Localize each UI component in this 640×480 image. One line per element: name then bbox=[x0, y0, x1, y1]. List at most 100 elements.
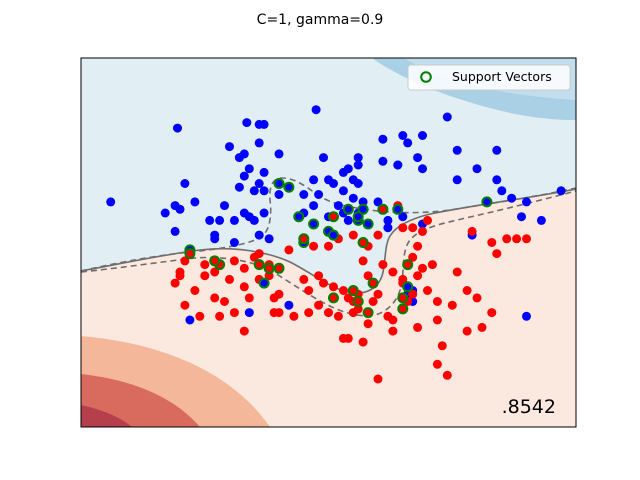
red-point bbox=[408, 252, 418, 262]
plot-frame bbox=[80, 57, 577, 428]
red-support-vector-point bbox=[328, 211, 339, 223]
blue-point bbox=[254, 119, 264, 129]
red-support-vector-point bbox=[273, 262, 285, 274]
red-point bbox=[398, 223, 408, 233]
red-point bbox=[447, 300, 457, 310]
blue-support-vector-point bbox=[293, 211, 305, 223]
plot-area bbox=[81, 58, 576, 427]
blue-point bbox=[556, 186, 566, 196]
blue-point bbox=[319, 153, 328, 163]
red-support-vector-point bbox=[352, 296, 364, 307]
red-point bbox=[368, 297, 378, 306]
blue-point bbox=[254, 179, 264, 188]
blue-point bbox=[343, 215, 353, 225]
red-point bbox=[324, 241, 333, 251]
blue-point bbox=[309, 201, 319, 211]
red-point bbox=[200, 271, 210, 281]
red-support-vector-point bbox=[209, 255, 221, 267]
red-support-vector-point bbox=[362, 307, 374, 319]
red-support-vector-point bbox=[367, 277, 379, 289]
blue-point bbox=[225, 142, 234, 152]
blue-point bbox=[497, 186, 507, 196]
blue-point bbox=[234, 182, 244, 192]
red-point bbox=[432, 315, 442, 325]
blue-support-vector-point bbox=[352, 211, 364, 223]
red-point bbox=[413, 241, 423, 251]
blue-support-vector-point bbox=[342, 203, 354, 215]
blue-point bbox=[190, 197, 200, 207]
blue-point bbox=[185, 315, 195, 325]
legend: Support Vectors bbox=[407, 64, 571, 91]
legend-box bbox=[407, 64, 571, 91]
blue-point bbox=[259, 167, 269, 177]
red-point bbox=[190, 286, 200, 295]
red-point bbox=[348, 230, 358, 240]
blue-point bbox=[170, 226, 180, 236]
blue-point bbox=[517, 212, 526, 222]
red-point bbox=[388, 315, 398, 325]
red-point bbox=[437, 341, 447, 351]
blue-point bbox=[242, 118, 252, 128]
red-point bbox=[388, 267, 398, 277]
blue-point bbox=[229, 238, 239, 247]
blue-point bbox=[180, 179, 190, 188]
blue-point bbox=[338, 186, 348, 196]
blue-point bbox=[442, 112, 452, 122]
decision-boundaries bbox=[81, 177, 576, 317]
blue-point bbox=[522, 197, 531, 207]
red-point bbox=[432, 297, 442, 306]
blue-support-vector-point bbox=[392, 203, 404, 215]
red-point bbox=[254, 249, 264, 259]
blue-point bbox=[398, 131, 408, 140]
blue-point bbox=[536, 215, 546, 225]
red-point bbox=[462, 326, 472, 336]
blue-support-vector-point bbox=[402, 281, 414, 293]
red-point bbox=[274, 308, 284, 318]
red-region-dark bbox=[81, 374, 200, 427]
blue-support-vector-point bbox=[481, 196, 493, 208]
red-point bbox=[333, 311, 343, 321]
blue-point bbox=[254, 230, 264, 240]
blue-point bbox=[309, 175, 319, 185]
blue-point bbox=[249, 186, 259, 196]
blue-point bbox=[239, 208, 249, 218]
red-point bbox=[487, 238, 497, 247]
blue-point bbox=[244, 164, 254, 174]
blue-point bbox=[299, 190, 309, 199]
blue-point bbox=[210, 230, 220, 240]
red-point bbox=[284, 245, 294, 255]
red-point bbox=[309, 241, 319, 251]
blue-point bbox=[472, 164, 482, 174]
red-point bbox=[408, 289, 418, 299]
red-support-vector-point bbox=[347, 285, 359, 296]
blue-point bbox=[324, 175, 333, 185]
blue-point bbox=[220, 201, 229, 211]
red-support-vector-point bbox=[253, 259, 265, 271]
blue-point bbox=[284, 300, 294, 310]
red-support-vector-point bbox=[263, 262, 275, 274]
red-point bbox=[264, 271, 274, 281]
red-point bbox=[522, 234, 531, 244]
blue-point bbox=[492, 145, 502, 155]
red-point bbox=[195, 311, 205, 321]
red-point bbox=[398, 274, 408, 284]
blue-point bbox=[358, 197, 368, 207]
red-point bbox=[304, 286, 314, 295]
red-point bbox=[442, 370, 452, 380]
red-point bbox=[314, 300, 324, 310]
blue-point bbox=[383, 223, 393, 233]
red-point bbox=[220, 297, 229, 306]
red-point bbox=[378, 260, 388, 270]
red-point bbox=[329, 282, 338, 292]
red-point bbox=[363, 271, 373, 281]
red-support-vector-point bbox=[328, 292, 339, 304]
red-point bbox=[452, 267, 462, 277]
blue-point bbox=[348, 193, 358, 203]
red-region-darkest bbox=[81, 405, 132, 427]
red-point bbox=[373, 374, 383, 384]
blue-point bbox=[259, 186, 269, 196]
red-point bbox=[512, 234, 522, 244]
red-support-vector-point bbox=[397, 303, 409, 315]
red-region-background bbox=[81, 189, 576, 427]
red-point bbox=[343, 293, 353, 303]
